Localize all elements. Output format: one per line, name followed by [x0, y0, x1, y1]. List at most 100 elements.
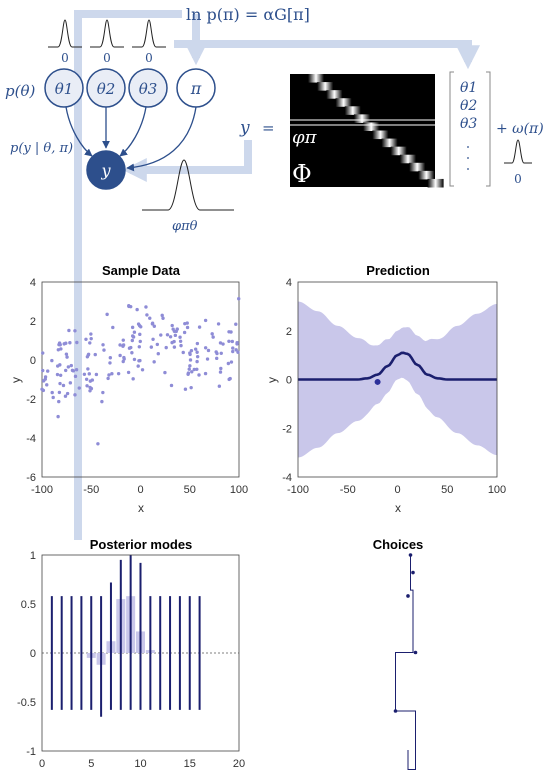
y-tick-label: 1: [30, 550, 36, 562]
x-tick-label: 20: [233, 758, 245, 770]
scatter-point: [197, 373, 201, 377]
scatter-point: [127, 346, 132, 350]
scatter-point: [50, 390, 54, 395]
scatter-point: [127, 304, 131, 308]
scatter-point: [150, 321, 155, 325]
scatter-point: [41, 368, 45, 373]
scatter-point: [235, 341, 239, 345]
scatter-point: [231, 349, 235, 354]
scatter-point: [68, 341, 72, 345]
prediction-band: [298, 301, 497, 458]
scatter-point: [136, 364, 140, 368]
scatter-point: [121, 343, 126, 347]
y-tick-label: 0: [30, 355, 36, 367]
choice-marker: [411, 570, 415, 575]
phi-stripe: [381, 138, 398, 148]
scatter-point: [149, 345, 154, 349]
scatter-point: [192, 367, 196, 372]
scatter-point: [145, 313, 149, 317]
phi-stripe: [418, 170, 435, 180]
scatter-point: [75, 340, 79, 345]
scatter-point: [156, 351, 160, 356]
scatter-point: [160, 313, 164, 318]
scatter-point: [56, 348, 61, 352]
y-tick-label: 0.5: [21, 599, 36, 611]
scatter-point: [227, 339, 231, 343]
prior-zeros: 0 0 0: [61, 51, 153, 65]
scatter-point: [64, 352, 69, 356]
scatter-point: [100, 399, 104, 404]
chart2-ylabel: y: [265, 377, 279, 383]
y-tick-label: 0: [30, 648, 36, 660]
scatter-point: [218, 341, 223, 345]
vec-theta-3: θ3: [460, 116, 477, 132]
scatter-point: [203, 318, 208, 323]
phi-stripe: [409, 162, 426, 172]
flow-arrows: [74, 10, 480, 540]
x-tick-label: -50: [83, 484, 99, 496]
scatter-point: [51, 395, 55, 400]
prior-zero-2: 0: [103, 51, 111, 65]
scatter-point: [132, 357, 137, 362]
scatter-point: [188, 352, 192, 357]
scatter-point: [74, 368, 79, 372]
scatter-point: [84, 377, 89, 382]
phi-stripe: [400, 154, 416, 164]
node-theta-3-label: θ3: [139, 80, 158, 98]
prior-zero-3: 0: [145, 51, 153, 65]
scatter-point: [130, 351, 134, 355]
scatter-point: [217, 384, 222, 388]
scatter-point: [118, 343, 122, 347]
scatter-point: [55, 372, 60, 377]
scatter-point: [61, 383, 66, 388]
node-pi-label: π: [190, 79, 202, 98]
choice-marker: [406, 594, 410, 598]
edge-pi-y: [126, 106, 197, 172]
x-tick-label: 0: [39, 758, 45, 770]
scatter-point: [219, 351, 223, 356]
phi-label: Φ: [292, 160, 312, 188]
scatter-point: [45, 383, 49, 387]
scatter-point: [164, 345, 168, 350]
scatter-point: [118, 353, 122, 358]
scatter-point: [148, 316, 152, 320]
x-tick-label: 5: [88, 758, 94, 770]
scatter-point: [77, 386, 81, 390]
x-tick-label: -100: [31, 484, 53, 496]
y-tick-label: -0.5: [17, 697, 36, 709]
scatter-point: [183, 387, 188, 391]
y-tick-label: -6: [26, 472, 36, 484]
y-tick-label: -2: [282, 423, 292, 435]
scatter-point: [105, 312, 109, 317]
phi-stripe: [354, 114, 370, 123]
scatter-point: [205, 357, 210, 361]
phi-stripe: [308, 74, 324, 83]
choice-marker: [408, 553, 413, 557]
scatter-point: [139, 325, 143, 329]
scatter-point: [216, 322, 221, 326]
scatter-point: [152, 360, 156, 364]
scatter-point: [65, 355, 69, 359]
scatter-point: [161, 316, 165, 320]
scatter-point: [108, 361, 112, 365]
flow-arrow-to-vector: [174, 40, 480, 70]
choice-marker: [413, 650, 418, 655]
scatter-point: [46, 369, 50, 373]
scatter-point: [41, 351, 45, 355]
scatter-point: [195, 354, 200, 359]
label-p-y-given: p(y | θ, π): [10, 141, 73, 156]
chart2-title: Prediction: [366, 263, 430, 278]
scatter-point: [85, 355, 90, 359]
scatter-point: [132, 330, 137, 334]
scatter-point: [108, 356, 113, 360]
scatter-point: [195, 359, 199, 364]
scatter-point: [101, 343, 105, 347]
eq-equals: =: [262, 119, 275, 137]
scatter-point: [86, 367, 90, 371]
scatter-point: [131, 377, 135, 381]
scatter-point: [215, 351, 219, 356]
noise-curve: [504, 139, 532, 164]
scatter-point: [59, 347, 63, 351]
scatter-point: [215, 356, 219, 361]
